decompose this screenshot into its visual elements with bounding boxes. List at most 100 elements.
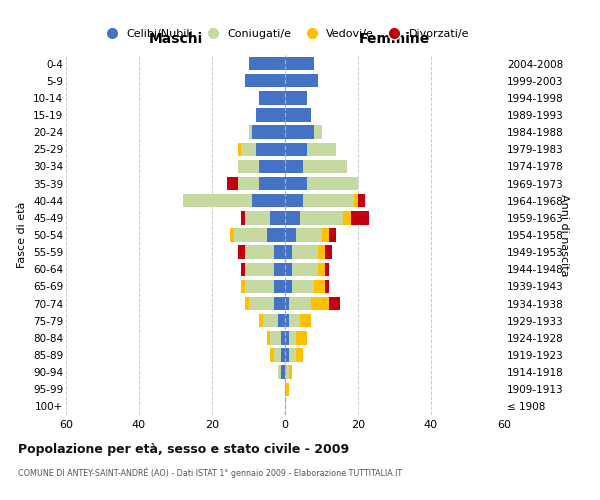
Bar — [256, 142, 285, 156]
Bar — [358, 194, 365, 207]
Bar — [285, 177, 307, 190]
Bar — [245, 246, 274, 259]
Bar — [307, 177, 358, 190]
Bar — [271, 348, 274, 362]
Bar — [355, 194, 358, 207]
Bar — [318, 262, 325, 276]
Bar — [285, 126, 314, 139]
Bar — [285, 160, 303, 173]
Bar — [274, 280, 285, 293]
Bar — [259, 91, 285, 104]
Bar — [248, 297, 274, 310]
Bar — [314, 126, 322, 139]
Bar — [285, 280, 292, 293]
Bar — [318, 246, 325, 259]
Bar — [238, 177, 259, 190]
Bar — [241, 211, 245, 224]
Bar — [350, 211, 369, 224]
Bar — [289, 314, 299, 328]
Bar — [285, 211, 299, 224]
Bar — [303, 160, 347, 173]
Bar — [289, 331, 296, 344]
Bar — [274, 348, 281, 362]
Bar — [329, 228, 336, 241]
Bar — [281, 348, 285, 362]
Bar — [285, 74, 318, 88]
Bar — [245, 297, 248, 310]
Bar — [271, 331, 281, 344]
Bar — [285, 91, 307, 104]
Bar — [285, 314, 289, 328]
Bar — [245, 74, 285, 88]
Bar — [271, 211, 285, 224]
Bar — [227, 177, 238, 190]
Bar — [267, 331, 271, 344]
Bar — [274, 262, 285, 276]
Bar — [234, 228, 267, 241]
Bar — [281, 331, 285, 344]
Y-axis label: Fasce di età: Fasce di età — [17, 202, 28, 268]
Bar — [299, 314, 311, 328]
Bar — [241, 142, 256, 156]
Bar — [292, 280, 314, 293]
Bar — [281, 366, 285, 379]
Bar — [285, 228, 296, 241]
Bar — [285, 142, 307, 156]
Bar — [299, 211, 343, 224]
Bar — [325, 280, 329, 293]
Bar — [296, 348, 303, 362]
Bar — [238, 160, 259, 173]
Bar — [292, 262, 318, 276]
Bar — [285, 331, 289, 344]
Text: Femmine: Femmine — [359, 32, 430, 46]
Bar — [322, 228, 329, 241]
Bar — [285, 348, 289, 362]
Bar — [314, 280, 325, 293]
Bar — [303, 194, 355, 207]
Bar — [238, 246, 245, 259]
Bar — [252, 194, 285, 207]
Bar — [296, 228, 322, 241]
Bar — [230, 228, 234, 241]
Bar — [285, 194, 303, 207]
Bar — [245, 211, 271, 224]
Bar — [307, 142, 336, 156]
Bar — [289, 348, 296, 362]
Bar — [296, 331, 307, 344]
Bar — [325, 246, 332, 259]
Text: Maschi: Maschi — [148, 32, 203, 46]
Bar — [259, 160, 285, 173]
Text: Popolazione per età, sesso e stato civile - 2009: Popolazione per età, sesso e stato civil… — [18, 442, 349, 456]
Bar — [285, 108, 311, 122]
Bar — [325, 262, 329, 276]
Bar — [245, 262, 274, 276]
Text: COMUNE DI ANTEY-SAINT-ANDRÉ (AO) - Dati ISTAT 1° gennaio 2009 - Elaborazione TUT: COMUNE DI ANTEY-SAINT-ANDRÉ (AO) - Dati … — [18, 468, 402, 478]
Bar — [285, 366, 289, 379]
Bar — [259, 177, 285, 190]
Bar — [285, 382, 289, 396]
Bar — [329, 297, 340, 310]
Bar — [285, 262, 292, 276]
Bar — [278, 314, 285, 328]
Bar — [343, 211, 350, 224]
Bar — [289, 297, 311, 310]
Bar — [241, 262, 245, 276]
Bar — [183, 194, 252, 207]
Bar — [248, 126, 252, 139]
Bar — [274, 297, 285, 310]
Legend: Celibi/Nubili, Coniugati/e, Vedovi/e, Divorzati/e: Celibi/Nubili, Coniugati/e, Vedovi/e, Di… — [97, 24, 473, 44]
Bar — [274, 246, 285, 259]
Bar — [256, 108, 285, 122]
Bar — [285, 57, 314, 70]
Bar — [289, 366, 292, 379]
Bar — [267, 228, 285, 241]
Bar — [259, 314, 263, 328]
Bar — [248, 57, 285, 70]
Bar — [285, 246, 292, 259]
Bar — [245, 280, 274, 293]
Bar — [252, 126, 285, 139]
Y-axis label: Anni di nascita: Anni di nascita — [559, 194, 569, 276]
Bar — [311, 297, 329, 310]
Bar — [292, 246, 318, 259]
Bar — [241, 280, 245, 293]
